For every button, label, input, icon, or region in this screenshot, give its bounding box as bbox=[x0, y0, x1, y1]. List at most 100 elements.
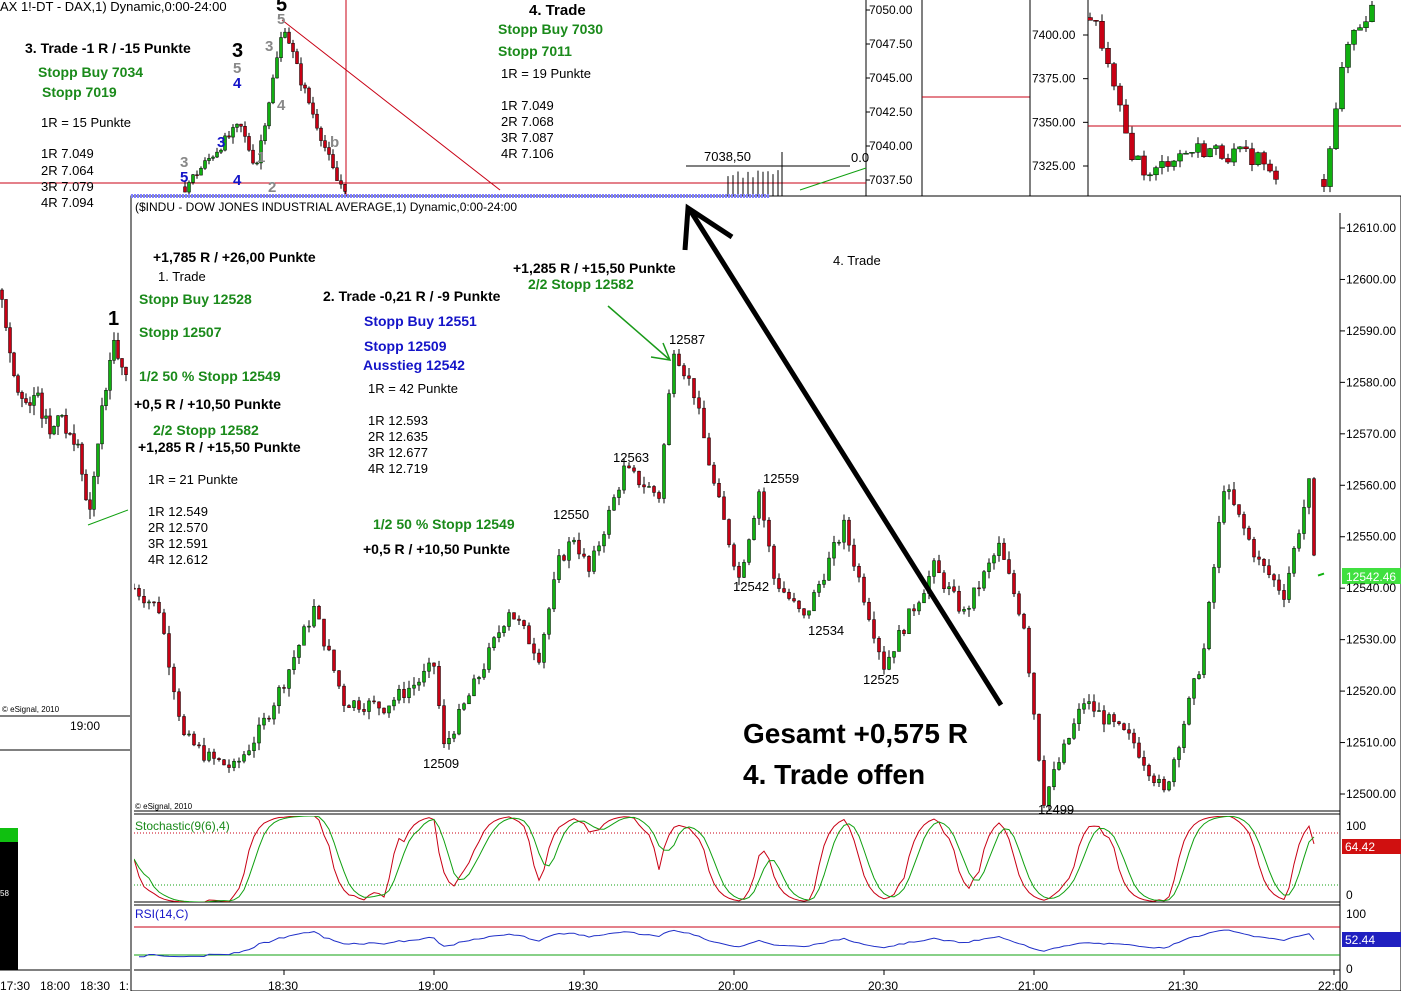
left-candle bbox=[84, 473, 88, 501]
indu-candle bbox=[767, 519, 771, 547]
indu-candle bbox=[1282, 590, 1286, 600]
dax-candle bbox=[311, 102, 315, 115]
right-candle bbox=[1333, 108, 1339, 149]
price-label: 12525 bbox=[863, 672, 899, 687]
trade1-stopp-buy: Stopp Buy 12528 bbox=[139, 291, 252, 307]
indu-time-label: 21:00 bbox=[1018, 979, 1048, 991]
indu-candle bbox=[827, 557, 831, 581]
indu-candle bbox=[997, 542, 1001, 556]
dax-candle bbox=[187, 182, 191, 193]
indu-candle bbox=[1187, 697, 1191, 725]
indu-axis-label: 12510.00 bbox=[1346, 736, 1396, 750]
left-candle bbox=[96, 443, 100, 477]
left-candle bbox=[100, 405, 104, 445]
right-candle bbox=[1363, 21, 1369, 28]
trade1-result: +1,785 R / +26,00 Punkte bbox=[153, 249, 316, 265]
indu-axis-label: 12590.00 bbox=[1346, 324, 1396, 338]
dax-wave: 3 bbox=[180, 154, 188, 171]
indu-candle bbox=[792, 598, 796, 602]
left-candle bbox=[76, 443, 80, 446]
indu-candle bbox=[292, 657, 296, 670]
dax-candle bbox=[295, 51, 299, 64]
trade2-half-result: +0,5 R / +10,50 Punkte bbox=[363, 541, 510, 557]
indu-candle bbox=[282, 687, 286, 689]
indu-candle bbox=[622, 465, 626, 491]
right-candle bbox=[1357, 27, 1363, 31]
indu-candle bbox=[1042, 760, 1046, 806]
rsi-box bbox=[1342, 932, 1401, 947]
price-label: 12509 bbox=[423, 756, 459, 771]
left-candle bbox=[44, 415, 48, 419]
indu-candle bbox=[1287, 572, 1291, 600]
indu-candle bbox=[287, 669, 291, 689]
indu-candle bbox=[977, 587, 981, 590]
indu-candle bbox=[412, 684, 416, 689]
indu-candle bbox=[197, 744, 201, 747]
indu-candle bbox=[617, 489, 621, 498]
left-candle bbox=[72, 433, 76, 445]
indu-axis-label: 12530.00 bbox=[1346, 633, 1396, 647]
indu-candle bbox=[187, 733, 191, 736]
stochastic-d-line bbox=[134, 816, 1315, 902]
right-candle bbox=[1105, 48, 1111, 64]
indu-candle bbox=[182, 716, 186, 735]
indu-candle bbox=[872, 619, 876, 639]
dax-candle bbox=[255, 162, 259, 165]
indu-candle bbox=[1052, 769, 1056, 788]
indu-candle bbox=[637, 470, 641, 486]
indu-candle bbox=[1177, 747, 1181, 760]
indu-candle bbox=[607, 509, 611, 535]
indu-candle bbox=[1002, 542, 1006, 560]
price-label: 12550 bbox=[553, 507, 589, 522]
dax-title: AX 1!-DT - DAX,1) Dynamic,0:00-24:00 bbox=[0, 0, 227, 14]
dax-trade3-stopp-buy: Stopp Buy 7034 bbox=[38, 64, 143, 80]
indu-candle bbox=[852, 544, 856, 567]
indu-candle bbox=[1207, 602, 1211, 649]
indu-candle bbox=[1297, 533, 1301, 549]
indu-candle bbox=[877, 638, 881, 653]
dax-candles bbox=[183, 27, 779, 196]
indu-candle bbox=[347, 705, 351, 708]
rsi-title: RSI(14,C) bbox=[135, 907, 188, 921]
dax-candle bbox=[335, 167, 339, 181]
dax-candle bbox=[239, 123, 243, 127]
indu-candle bbox=[1117, 721, 1121, 724]
indu-candle bbox=[377, 701, 381, 709]
indu-candle bbox=[577, 539, 581, 555]
right-candle bbox=[1219, 145, 1225, 159]
dax-candle bbox=[291, 42, 295, 52]
trade2-stopp: Stopp 12509 bbox=[364, 338, 447, 354]
trade1-level-2: 2R 12.570 bbox=[148, 520, 208, 535]
right-candle bbox=[1327, 148, 1333, 187]
indu-candle bbox=[867, 601, 871, 620]
left-candle bbox=[120, 358, 124, 368]
indu-candle bbox=[922, 593, 926, 604]
indu-candle bbox=[717, 483, 721, 498]
dax-trade4-level-2: 2R 7.068 bbox=[501, 114, 554, 129]
indu-candle bbox=[932, 560, 936, 577]
dax-candle bbox=[267, 102, 271, 127]
indu-candle bbox=[787, 591, 791, 599]
indu-candle bbox=[167, 633, 171, 668]
right-candle bbox=[1231, 148, 1237, 163]
indu-candle bbox=[242, 754, 246, 762]
indu-time-label: 18:30 bbox=[268, 979, 298, 991]
left-candle bbox=[12, 352, 16, 376]
left-candle bbox=[0, 289, 4, 300]
right-axis-label: 7375.00 bbox=[1032, 72, 1076, 86]
indu-candle bbox=[682, 365, 686, 377]
indu-candle bbox=[1122, 723, 1126, 730]
indu-candle bbox=[1202, 648, 1206, 675]
dax-candle bbox=[331, 154, 335, 168]
indu-candle bbox=[752, 518, 756, 540]
indu-time-label: 20:30 bbox=[868, 979, 898, 991]
indu-candle bbox=[547, 608, 551, 635]
dax-trade4-title: 4. Trade bbox=[529, 2, 586, 19]
indu-candle bbox=[1022, 613, 1026, 629]
indu-candle bbox=[902, 630, 906, 634]
indu-candle bbox=[692, 378, 696, 399]
indu-candle bbox=[472, 678, 476, 697]
indu-candle bbox=[217, 758, 221, 760]
dax-candle bbox=[191, 174, 195, 183]
